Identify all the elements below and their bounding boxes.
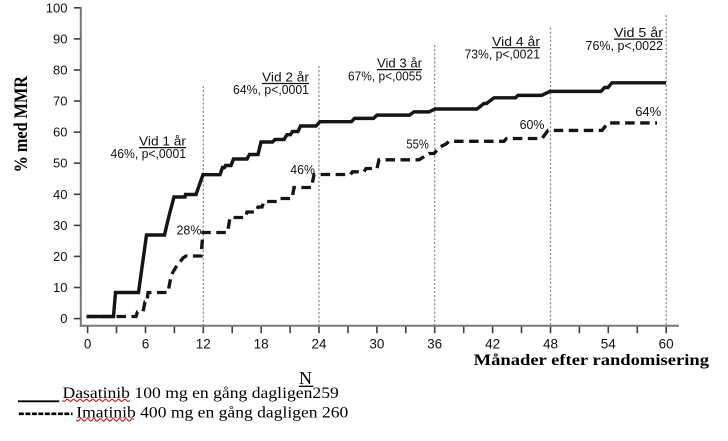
svg-text:Månader efter randomisering: Månader efter randomisering — [474, 352, 709, 369]
svg-text:70: 70 — [53, 94, 67, 109]
svg-text:Dasatinib 100 mg en gång dagli: Dasatinib 100 mg en gång dagligen259 — [63, 385, 340, 402]
svg-text:12: 12 — [196, 337, 211, 352]
svg-text:24: 24 — [311, 337, 327, 352]
svg-text:64%, p<,0001: 64%, p<,0001 — [233, 83, 309, 97]
svg-text:Vid 4 år: Vid 4 år — [492, 35, 540, 49]
svg-text:Vid 2 år: Vid 2 år — [262, 71, 309, 85]
svg-text:100: 100 — [46, 0, 68, 15]
svg-text:54: 54 — [601, 337, 617, 352]
svg-text:20: 20 — [53, 249, 67, 264]
svg-text:76%, p<,0022: 76%, p<,0022 — [586, 39, 664, 53]
svg-text:0: 0 — [60, 311, 67, 326]
svg-text:46%: 46% — [290, 162, 315, 177]
svg-text:55%: 55% — [406, 136, 429, 151]
svg-text:48: 48 — [543, 337, 558, 352]
svg-text:50: 50 — [53, 156, 67, 171]
svg-text:42: 42 — [485, 337, 500, 352]
svg-text:60: 60 — [659, 337, 674, 352]
svg-text:60%: 60% — [520, 117, 545, 132]
svg-text:18: 18 — [254, 337, 269, 352]
svg-text:6: 6 — [142, 337, 150, 352]
svg-text:10: 10 — [53, 280, 67, 295]
svg-text:46%, p<,0001: 46%, p<,0001 — [111, 147, 187, 161]
svg-text:64%: 64% — [635, 104, 662, 119]
svg-text:67%, p<,0055: 67%, p<,0055 — [348, 70, 422, 84]
svg-text:30: 30 — [53, 218, 67, 233]
svg-text:90: 90 — [53, 31, 67, 46]
svg-text:36: 36 — [427, 337, 442, 352]
svg-text:60: 60 — [53, 125, 67, 140]
svg-text:0: 0 — [84, 337, 92, 352]
svg-text:Vid 3 år: Vid 3 år — [377, 57, 422, 71]
svg-text:N: N — [299, 368, 312, 388]
svg-text:40: 40 — [53, 187, 67, 202]
svg-text:80: 80 — [53, 63, 67, 78]
svg-text:28%: 28% — [177, 222, 202, 237]
svg-text:Vid 1 år: Vid 1 år — [139, 135, 186, 149]
svg-text:Imatinib 400 mg en gång daglig: Imatinib 400 mg en gång dagligen 260 — [76, 404, 348, 421]
svg-text:73%, p<,0021: 73%, p<,0021 — [465, 48, 541, 62]
svg-text:% med MMR: % med MMR — [12, 75, 32, 172]
svg-text:Vid 5 år: Vid 5 år — [614, 26, 663, 40]
svg-text:30: 30 — [369, 337, 384, 352]
